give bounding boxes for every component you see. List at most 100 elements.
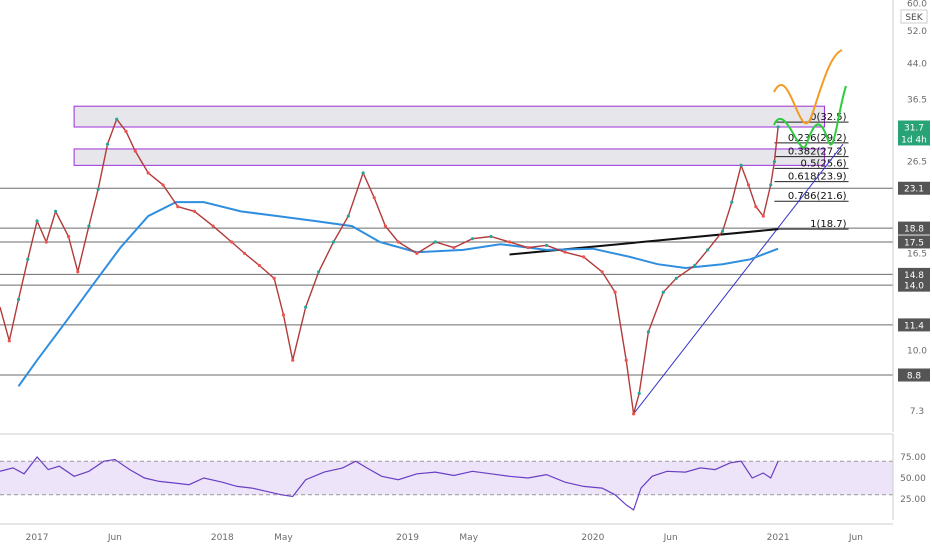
price-point [53, 209, 58, 213]
currency-label: SEK [905, 13, 923, 23]
price-point [776, 125, 780, 129]
price-point [304, 305, 308, 309]
projection-orange [773, 49, 843, 125]
fib-level-label: 0.382(27.2) [788, 147, 847, 158]
price-point [600, 270, 604, 274]
price-tick-label: 26.5 [907, 158, 927, 168]
price-badge-label: 17.5 [904, 238, 924, 248]
price-pane-background [0, 0, 893, 432]
price-point [361, 171, 365, 175]
price-point [229, 240, 234, 244]
price-point [613, 290, 617, 294]
price-badge-label: 1d 4h [901, 135, 927, 145]
price-point [35, 219, 39, 223]
price-point [746, 183, 751, 187]
price-point [16, 297, 21, 302]
price-point [346, 214, 350, 218]
price-badge [898, 368, 930, 382]
price-point [632, 412, 636, 416]
price-point [624, 358, 628, 362]
price-point [192, 209, 197, 213]
rsi-tick-label: 25.00 [900, 495, 926, 505]
price-point [489, 234, 493, 239]
price-point [661, 290, 665, 294]
price-point [739, 163, 743, 167]
rsi-line [0, 456, 779, 511]
price-tick-label: 44.0 [907, 60, 927, 70]
price-point [7, 339, 11, 343]
price-badge-label: 8.8 [907, 372, 922, 382]
price-point [754, 205, 758, 209]
price-badge-label: 18.8 [904, 225, 924, 235]
price-point [544, 243, 549, 247]
price-point [291, 358, 295, 362]
price-point [769, 183, 773, 187]
fib-level-label: 0.5(25.6) [801, 158, 847, 169]
price-tick-label: 60.0 [907, 0, 927, 10]
fib-level-label: 0.236(29.2) [788, 133, 847, 144]
rsi-panel: 75.00 50.00 25.00 [0, 433, 926, 520]
price-badge [898, 235, 930, 249]
price-point [433, 240, 437, 244]
fib-level-label: 0(32.5) [810, 112, 847, 123]
price-point [281, 313, 286, 317]
price-badge [898, 278, 930, 292]
price-tick-label: 10.0 [907, 346, 927, 356]
price-point [563, 250, 567, 254]
price-point [730, 200, 734, 204]
price-point [507, 240, 512, 244]
price-tick-label: 36.5 [907, 96, 927, 106]
resistance-zone [73, 148, 825, 166]
price-point [87, 224, 91, 228]
price-badge [898, 181, 930, 195]
price-series [0, 117, 844, 416]
price-badge-label: 11.4 [904, 321, 924, 331]
price-point [105, 142, 110, 146]
currency-label-box [900, 9, 928, 24]
price-tick-label: 7.3 [910, 407, 924, 417]
price-badge [898, 132, 930, 146]
time-axis[interactable]: 2017 Jun 2018 May 2019 May 2020 Jun 2021 Jun [0, 523, 893, 543]
time-tick-label: May [459, 533, 478, 543]
price-point [383, 224, 387, 228]
price-axis[interactable]: 60.0 52.0 44.0 36.5 26.5 18.8 16.5 10.0 7.3 SEK 31… [892, 0, 930, 432]
price-point [526, 245, 530, 250]
price-point [372, 196, 376, 200]
price-badge [898, 120, 930, 134]
moving-average-line [17, 201, 779, 387]
price-point [706, 248, 710, 252]
price-point [76, 270, 80, 274]
time-tick-label: 2018 [211, 533, 234, 543]
projection-green [773, 85, 847, 149]
price-point [133, 149, 137, 153]
price-point [693, 263, 697, 268]
fib-level-label: 1(18.7) [810, 219, 847, 230]
price-point [331, 240, 336, 244]
projection-paths [773, 49, 847, 149]
rising-trendline [633, 143, 844, 415]
price-point [66, 234, 71, 239]
price-point [257, 263, 261, 268]
price-point [44, 240, 48, 244]
price-point [161, 183, 165, 187]
price-tick-label: 52.0 [907, 27, 927, 37]
price-point [211, 224, 215, 228]
price-point [452, 245, 456, 250]
price-point [115, 117, 119, 121]
rsi-tick-label: 75.00 [900, 453, 926, 463]
price-point [761, 214, 765, 218]
price-point [317, 270, 321, 274]
rsi-band [0, 461, 893, 495]
price-point [396, 240, 400, 244]
price-point [720, 229, 725, 233]
price-badge-label: 14.8 [904, 271, 924, 281]
time-tick-label: May [274, 533, 293, 543]
price-point [772, 160, 777, 164]
price-badge-label: 14.0 [904, 282, 924, 292]
price-point [646, 330, 651, 334]
price-point [96, 187, 100, 191]
time-tick-label: Jun [107, 533, 122, 543]
resistance-zone [73, 105, 825, 128]
price-point [176, 205, 180, 209]
